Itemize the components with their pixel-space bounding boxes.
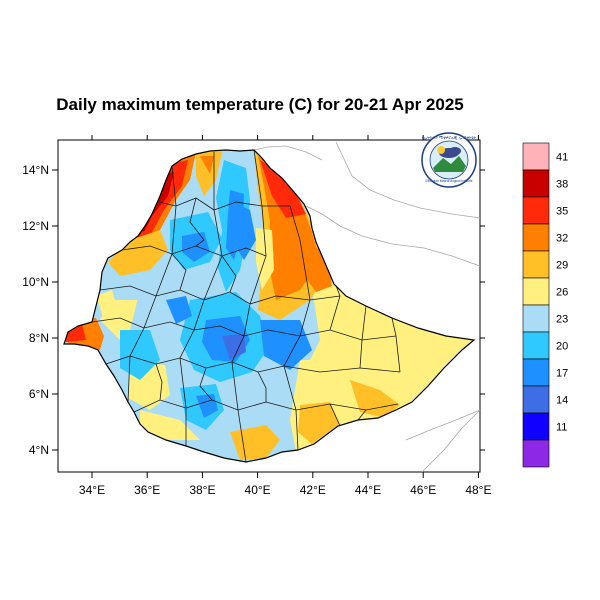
y-axis: 4°N 6°N 8°N 10°N 12°N 14°N	[22, 163, 485, 457]
x-tick-label: 40°E	[245, 483, 271, 497]
colorbar-label: 26	[556, 287, 568, 299]
logo-text-bottom: Ethiopian Meteorological Institute	[426, 179, 473, 183]
map-title: Daily maximum temperature (C) for 20-21 …	[56, 95, 464, 114]
colorbar-swatch	[522, 358, 550, 387]
x-tick-label: 38°E	[189, 483, 215, 497]
colorbar-label: 11	[556, 422, 567, 434]
x-tick-label: 44°E	[355, 483, 381, 497]
y-tick-label: 6°N	[29, 387, 49, 401]
x-tick-label: 42°E	[300, 483, 326, 497]
x-tick-label: 46°E	[410, 483, 436, 497]
colorbar-swatch	[522, 223, 550, 252]
y-tick-label: 14°N	[22, 163, 49, 177]
y-tick-label: 10°N	[22, 275, 49, 289]
colorbar-swatch	[522, 169, 550, 198]
colorbar-label: 41	[556, 152, 568, 164]
colorbar-swatch	[522, 304, 550, 333]
colorbar-label: 20	[556, 341, 568, 353]
y-tick-label: 12°N	[22, 219, 49, 233]
colorbar-label: 17	[556, 368, 568, 380]
colorbar-swatch	[522, 385, 550, 414]
neighbour-borders	[253, 141, 481, 473]
colorbar-swatch	[522, 439, 550, 468]
colorbar-swatch	[522, 277, 550, 306]
colorbar-swatch	[522, 142, 550, 171]
colorbar-label: 32	[556, 233, 568, 245]
logo-text-top: የኢትዮጵያ ሚቲዎሮሎጂ ኢንስቲትዩት	[422, 135, 477, 140]
country-outline	[63, 149, 476, 463]
colorbar-label: 23	[556, 314, 568, 326]
colorbar-label: 38	[556, 179, 568, 191]
emi-logo: የኢትዮጵያ ሚቲዎሮሎጂ ኢንስቲትዩት Ethiopian Meteorol…	[421, 132, 477, 188]
colorbar-swatch	[522, 412, 550, 441]
x-tick-label: 34°E	[79, 483, 105, 497]
colorbar-label: 29	[556, 260, 568, 272]
colorbar-swatch	[522, 196, 550, 225]
admin-boundaries	[91, 150, 401, 462]
colorbar-swatch	[522, 331, 550, 360]
x-tick-label: 48°E	[465, 483, 491, 497]
y-tick-label: 8°N	[29, 331, 49, 345]
colorbar-swatch	[522, 250, 550, 279]
colorbar-label: 35	[556, 206, 568, 218]
colorbar-label: 14	[556, 395, 568, 407]
y-tick-label: 4°N	[29, 443, 49, 457]
colorbar: 41 38 35 32 29 26 23 20 17 14 11	[522, 142, 568, 468]
x-tick-label: 36°E	[134, 483, 160, 497]
x-axis: 34°E 36°E 38°E 40°E 42°E 44°E 46°E 48°E	[79, 135, 491, 497]
